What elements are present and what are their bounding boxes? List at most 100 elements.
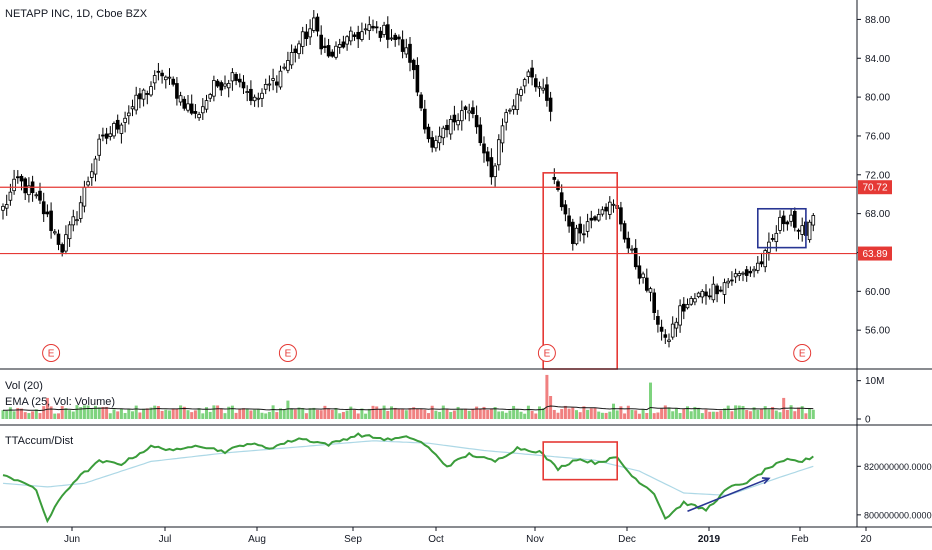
candle-body	[241, 81, 246, 89]
indicator-axis-tick-label: 800000000.0000	[864, 510, 932, 520]
earnings-marker[interactable]	[278, 344, 297, 362]
earnings-marker[interactable]	[42, 344, 61, 362]
volume-bar	[171, 408, 175, 419]
volume-pane[interactable]	[1, 374, 815, 419]
time-axis-tick-label: Sep	[344, 534, 362, 545]
candle-body	[670, 323, 675, 338]
volume-bar	[116, 411, 120, 419]
candle-body	[182, 98, 187, 109]
volume-bar	[249, 410, 253, 419]
candle-body	[578, 223, 582, 234]
annotation-rectangle[interactable]	[756, 207, 807, 249]
candle-body	[304, 31, 309, 40]
candle-body	[715, 285, 719, 295]
candle-body	[633, 247, 638, 268]
volume-bar	[64, 408, 68, 419]
annotation-arrow-shaft[interactable]	[687, 477, 770, 512]
candle-body	[274, 81, 279, 86]
volume-bar	[404, 410, 408, 419]
candle-body	[371, 25, 375, 29]
volume-axis-tick-label: 10M	[865, 376, 884, 387]
annotation-rectangle[interactable]	[542, 441, 619, 481]
volume-bar	[634, 410, 638, 419]
volume-bar	[530, 410, 534, 419]
volume-bar	[774, 410, 778, 419]
annotation-arrow-head[interactable]	[761, 477, 771, 485]
candle-body	[645, 277, 649, 291]
volume-bar	[267, 411, 271, 419]
candle-body	[471, 107, 475, 115]
time-axis-tick-label: Feb	[791, 534, 809, 545]
candle-body	[563, 204, 568, 215]
price-candles	[1, 10, 816, 348]
candle-body	[19, 175, 24, 182]
candle-body	[319, 34, 323, 50]
volume-bar	[401, 409, 405, 419]
price-axis-tick-label: 88.00	[865, 15, 890, 26]
volume-bar	[356, 413, 360, 419]
candle-body	[230, 72, 235, 82]
candle-body	[326, 45, 331, 57]
candle-body	[678, 305, 682, 326]
candle-body	[297, 43, 301, 55]
candle-body	[267, 83, 272, 86]
earnings-marker[interactable]	[793, 344, 812, 362]
volume-bar	[674, 407, 678, 419]
horizontal-level-labels: 70.72 63.89	[858, 180, 892, 261]
volume-axis[interactable]: 10M 0	[857, 376, 884, 426]
candle-body	[38, 190, 42, 201]
volume-bar	[345, 410, 349, 419]
volume-bar	[586, 409, 590, 419]
candle-body	[567, 215, 571, 227]
candle-body	[541, 87, 545, 91]
candle-body	[234, 74, 238, 81]
volume-bar	[45, 397, 49, 419]
indicator-pane[interactable]	[2, 432, 814, 524]
time-axis[interactable]: Jun Jul Aug Sep Oct Nov Dec 2019 Feb 20	[64, 527, 872, 545]
candle-body	[630, 248, 634, 251]
volume-bar	[138, 412, 142, 419]
volume-bar	[227, 406, 231, 419]
volume-bar	[608, 411, 612, 419]
candle-body	[286, 60, 290, 71]
candle-body	[123, 117, 127, 123]
volume-bar	[264, 413, 268, 419]
candle-body	[515, 93, 520, 110]
candle-body	[82, 186, 87, 207]
candle-body	[163, 76, 168, 81]
volume-bar	[756, 409, 760, 419]
candle-body	[237, 78, 242, 83]
earnings-marker[interactable]	[537, 344, 556, 362]
candle-body	[700, 290, 705, 298]
volume-bar	[371, 405, 375, 419]
volume-bar	[12, 411, 16, 419]
candle-body	[115, 119, 120, 130]
price-axis-tick-label: 56.00	[865, 326, 890, 337]
indicator-axis[interactable]: 820000000.0000 800000000.0000	[857, 462, 932, 521]
volume-bar	[378, 409, 382, 419]
indicator-annotations[interactable]	[542, 441, 771, 512]
candle-body	[522, 79, 527, 87]
candle-body	[608, 201, 612, 215]
horizontal-levels[interactable]	[0, 186, 857, 255]
candle-body	[249, 88, 253, 101]
candle-body	[323, 45, 327, 48]
volume-bar	[175, 408, 179, 419]
candle-body	[704, 291, 708, 297]
candle-body	[104, 133, 109, 139]
candle-body	[8, 191, 13, 201]
candle-body	[300, 31, 305, 47]
candle-body	[759, 261, 764, 265]
volume-bar	[86, 405, 90, 419]
volume-bar	[748, 411, 752, 419]
volume-bar	[193, 410, 197, 419]
volume-bar	[571, 407, 575, 419]
horizontal-level-label-box	[858, 246, 892, 261]
volume-bar	[689, 411, 693, 419]
candle-body	[378, 30, 383, 38]
volume-bar	[16, 408, 20, 419]
